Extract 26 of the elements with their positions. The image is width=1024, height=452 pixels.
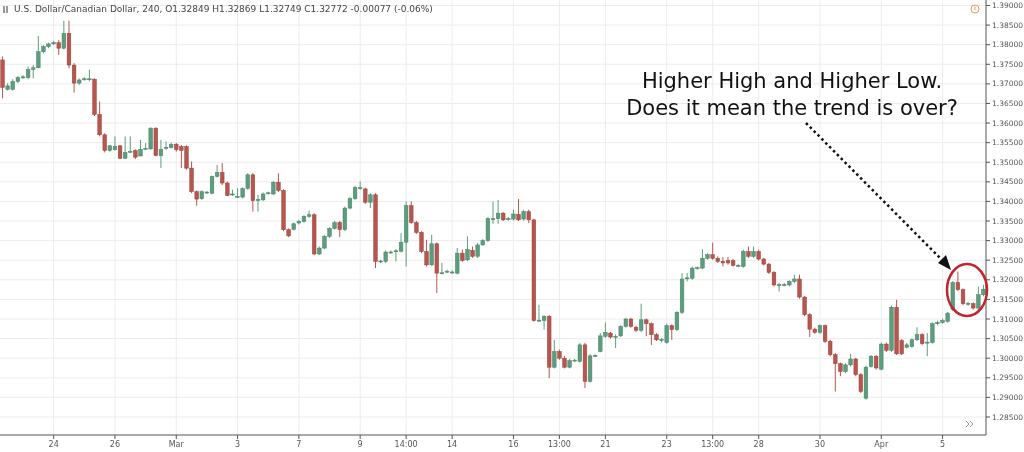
candlestick xyxy=(61,20,66,50)
candlestick xyxy=(552,339,557,369)
candlestick xyxy=(158,139,164,169)
x-tick-label: 3 xyxy=(235,440,241,449)
x-tick-label: 5 xyxy=(940,440,946,449)
x-tick-label: 13:00 xyxy=(701,440,725,449)
x-tick-label: Apr xyxy=(874,440,889,449)
x-tick-label: 28 xyxy=(753,440,764,449)
candlestick xyxy=(465,235,470,262)
x-tick-label: 14:00 xyxy=(394,440,418,449)
x-tick-label: 21 xyxy=(600,440,611,449)
x-tick-label: 13:00 xyxy=(547,440,571,449)
candlestick xyxy=(429,234,434,267)
annotation: Higher High and Higher Low. Does it mean the trend is over? xyxy=(626,69,958,120)
x-tick-label: 9 xyxy=(357,440,363,449)
x-tick-label: 23 xyxy=(661,440,672,449)
x-tick-label: 16 xyxy=(508,440,519,449)
annotation: U.S. Dollar/Canadian Dollar, 240, O1.32849 H1.32869 L1.32749 C1.32772 -0.00077 (-0.06%) xyxy=(14,4,433,14)
x-tick-label: 30 xyxy=(814,440,826,449)
x-tick-label: 7 xyxy=(296,440,302,449)
candlestick xyxy=(639,303,644,333)
x-tick-label: 14 xyxy=(447,440,458,449)
candlestick xyxy=(966,301,971,307)
x-tick-label: 24 xyxy=(48,440,59,449)
x-tick-label: 26 xyxy=(109,440,121,449)
x-tick-label: Mar xyxy=(168,440,185,449)
